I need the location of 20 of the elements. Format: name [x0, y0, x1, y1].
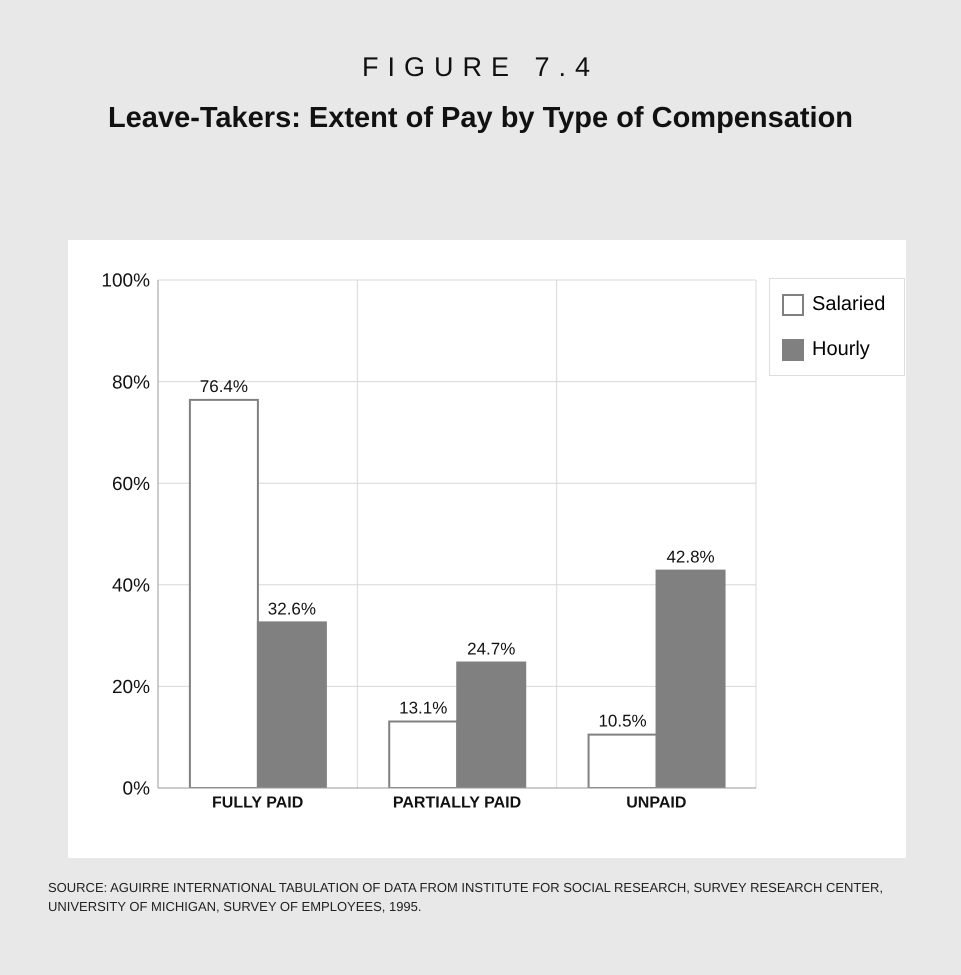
y-tick-label: 20% [112, 677, 150, 698]
x-tick-label: FULLY PAID [212, 794, 304, 812]
y-tick-label: 80% [112, 372, 150, 394]
x-tick-label: UNPAID [626, 794, 686, 812]
legend-label: Salaried [812, 293, 886, 316]
data-label: 32.6% [268, 599, 316, 618]
legend-label: Hourly [812, 338, 870, 361]
y-tick-label: 60% [112, 474, 150, 495]
data-label: 13.1% [399, 698, 448, 718]
data-label: 24.7% [467, 640, 516, 659]
y-tick-label: 100% [101, 270, 150, 292]
source-note: SOURCE: AGUIRRE INTERNATIONAL TABULATION OF DATA FROM INSTITUTE FOR SOCIAL RESEARCH, SURVEY RESEARCH CENTER, UNIVERSITY OF MICHIGAN, SURVEY OF EMPLOYEES, 1995. [48, 879, 884, 916]
data-label: 76.4% [200, 376, 248, 396]
x-tick-label: PARTIALLY PAID [392, 794, 522, 812]
chart-title: Leave-Takers: Extent of Pay by Type of Compensation [106, 102, 854, 135]
y-tick-label: 0% [122, 778, 150, 800]
data-label: 42.8% [666, 548, 715, 567]
y-tick-label: 40% [112, 576, 150, 597]
chart-subtitle: FIGURE 7.4 [360, 52, 600, 83]
data-label: 10.5% [598, 712, 647, 731]
